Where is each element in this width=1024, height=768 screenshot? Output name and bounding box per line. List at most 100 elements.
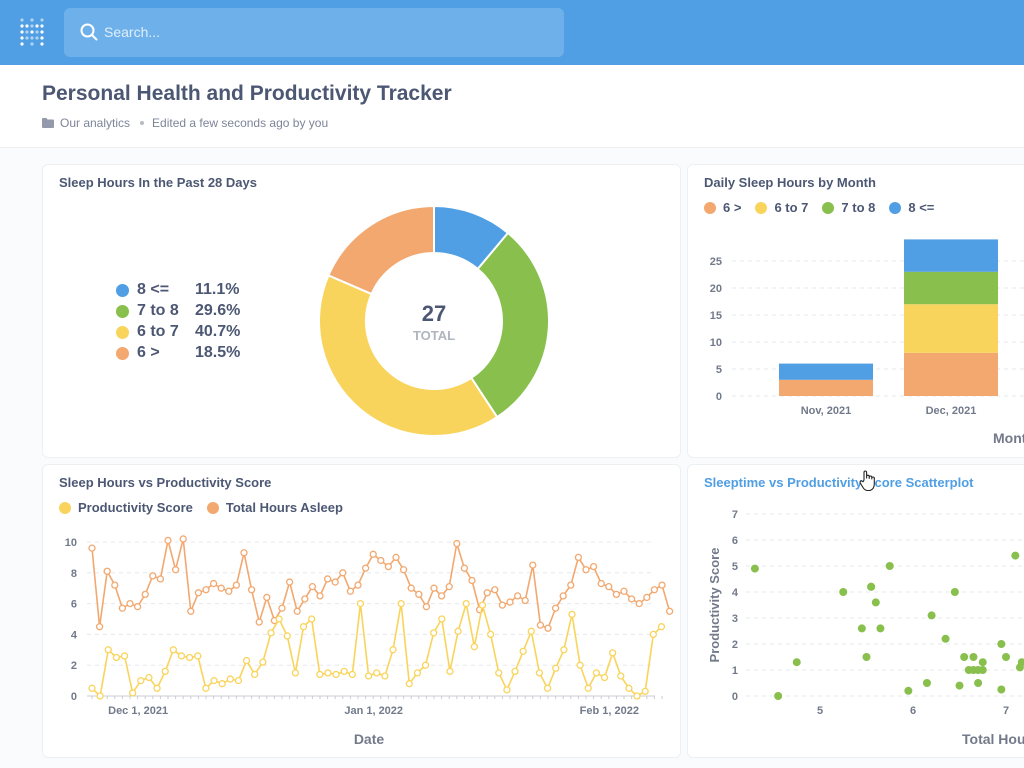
bar-segment	[779, 363, 873, 380]
data-point	[161, 667, 169, 676]
daily-sleep-hours-by-month-card[interactable]: Daily Sleep Hours by Month 6 > 6 to 7 7 …	[687, 164, 1024, 458]
y-tick-label: 10	[710, 337, 722, 349]
scatter-point	[876, 624, 885, 633]
search-bar[interactable]: Search...	[64, 8, 564, 57]
metabase-logo-icon[interactable]	[18, 17, 46, 47]
data-point	[641, 687, 649, 696]
data-point	[255, 618, 263, 626]
scatter-point	[885, 562, 894, 570]
legend-item[interactable]: 6 > 18.5%	[116, 344, 255, 362]
legend-dot	[116, 346, 129, 360]
legend-label: Productivity Score	[78, 500, 193, 515]
scatter-point	[941, 634, 950, 643]
y-tick-label: 3	[732, 613, 738, 625]
data-point	[187, 607, 195, 615]
donut-chart[interactable]: 27 TOTAL	[43, 165, 681, 458]
legend-item[interactable]: 7 to 8	[822, 200, 875, 215]
legend-percent: 40.7%	[195, 323, 241, 340]
data-point	[506, 598, 514, 606]
data-point	[407, 584, 415, 592]
data-point	[559, 592, 567, 600]
data-point	[95, 623, 104, 631]
sleep-vs-productivity-line-card[interactable]: Sleep Hours vs Productivity Score Produc…	[42, 464, 681, 758]
card-title[interactable]: Sleep Hours In the Past 28 Days	[59, 175, 257, 190]
data-point	[348, 670, 356, 679]
card-title[interactable]: Daily Sleep Hours by Month	[704, 175, 876, 190]
search-input[interactable]: Search...	[104, 24, 161, 40]
donut-slice	[318, 274, 499, 437]
x-tick-label: Dec, 2021	[926, 405, 977, 417]
card-title[interactable]: Sleep Hours vs Productivity Score	[59, 475, 272, 490]
data-point	[240, 549, 248, 557]
page-title[interactable]: Personal Health and Productivity Tracker	[42, 82, 452, 105]
data-point	[299, 623, 308, 631]
legend-item[interactable]: Productivity Score	[59, 500, 193, 515]
data-point	[331, 578, 339, 586]
folder-icon	[42, 118, 54, 128]
sleeptime-vs-productivity-scatter-card[interactable]: Sleeptime vs Productivity Score Scatterp…	[687, 464, 1024, 758]
y-tick-label: 20	[710, 283, 722, 295]
y-tick-label: 25	[710, 256, 722, 268]
data-point	[111, 581, 119, 589]
data-point	[620, 587, 628, 595]
scatter-chart[interactable]: Total Hours Productivity Score 0 1 2 3 4 5 6 7 5…	[688, 465, 1024, 758]
legend-dot	[822, 201, 835, 214]
data-point	[361, 564, 370, 572]
legend-item[interactable]: 7 to 8 29.6%	[116, 302, 255, 320]
data-point	[635, 599, 643, 608]
scatter-point	[1002, 653, 1010, 661]
edited-info[interactable]: Edited a few seconds ago by you	[152, 116, 329, 130]
data-point	[399, 566, 408, 574]
data-point	[283, 632, 291, 640]
data-point	[278, 604, 286, 612]
data-point	[232, 581, 241, 589]
y-tick-label: 5	[732, 561, 738, 573]
scatter-point	[904, 686, 913, 695]
data-point	[422, 603, 431, 611]
scatter-point	[871, 598, 880, 607]
data-point	[582, 566, 590, 574]
data-point	[247, 586, 256, 594]
data-point	[118, 604, 127, 612]
collection-link[interactable]: Our analytics	[60, 116, 131, 130]
stacked-bar-chart[interactable]: Month 0 5 10 15 20 25 Nov, 2021 Dec, 2021	[688, 165, 1024, 458]
data-point	[133, 603, 142, 611]
dashboard-header: Personal Health and Productivity Tracker…	[0, 65, 1024, 148]
data-point	[470, 643, 479, 651]
data-point	[597, 579, 605, 588]
chart-legend: Productivity Score Total Hours Asleep	[59, 500, 343, 515]
data-point	[483, 589, 491, 597]
legend-label: 6 >	[723, 200, 742, 215]
scatter-point	[792, 658, 801, 667]
legend-item[interactable]: Total Hours Asleep	[206, 500, 343, 515]
legend-item[interactable]: 8 <= 11.1%	[116, 281, 255, 299]
y-tick-label: 8	[71, 568, 77, 580]
line-chart[interactable]: Date 0 2 4 6 8 10 Dec 1, 2021 Jan 1, 2022 Feb 1,…	[43, 465, 681, 758]
legend-item[interactable]: 6 to 7	[755, 200, 808, 215]
data-point	[153, 684, 161, 692]
y-tick-label: 6	[71, 599, 77, 611]
y-tick-label: 0	[732, 691, 738, 703]
data-point	[293, 607, 301, 615]
data-point	[120, 652, 129, 660]
donut-slice	[327, 204, 435, 296]
data-point	[179, 535, 187, 543]
scatter-point	[1011, 551, 1020, 560]
legend-dot	[116, 304, 129, 318]
legend-item[interactable]: 8 <=	[889, 200, 934, 215]
data-point	[560, 646, 568, 654]
legend-item[interactable]: 6 to 7 40.7%	[116, 323, 255, 341]
series-line	[91, 603, 663, 698]
data-point	[129, 689, 137, 697]
card-title-link[interactable]: Sleeptime vs Productivity Score Scatterp…	[704, 475, 974, 490]
data-point	[242, 656, 251, 665]
sleep-hours-donut-card[interactable]: Sleep Hours In the Past 28 Days 8 <= 11.…	[42, 164, 681, 458]
legend-item[interactable]: 6 >	[704, 200, 741, 215]
data-point	[323, 575, 332, 583]
legend-percent: 29.6%	[195, 302, 241, 319]
scatter-point	[867, 582, 876, 591]
donut-slice	[433, 204, 510, 271]
data-point	[141, 590, 149, 599]
scatter-point	[955, 681, 964, 690]
data-point	[453, 539, 461, 548]
